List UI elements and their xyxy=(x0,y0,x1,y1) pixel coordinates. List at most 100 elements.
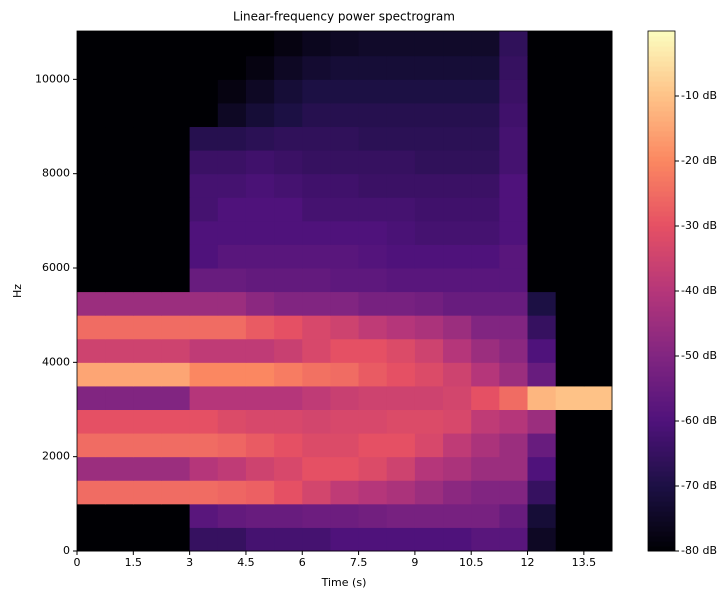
heatmap-cell xyxy=(302,385,331,411)
heatmap-cell xyxy=(330,79,360,104)
heatmap-cell xyxy=(217,503,247,528)
colorbar-tick-label: -40 dB xyxy=(681,284,717,297)
y-axis-label: Hz xyxy=(11,284,24,298)
heatmap-cell xyxy=(443,126,472,151)
heatmap-cell xyxy=(245,79,275,104)
heatmap-cell xyxy=(274,220,303,245)
heatmap-cell xyxy=(302,220,331,245)
heatmap-cell xyxy=(330,220,360,245)
heatmap-cell xyxy=(161,173,191,198)
colorbar-step xyxy=(648,526,675,532)
heatmap-cell xyxy=(105,31,134,57)
heatmap-cell xyxy=(245,126,275,151)
heatmap-cell xyxy=(189,220,219,245)
heatmap-cell xyxy=(217,79,247,104)
colorbar-step xyxy=(648,391,675,397)
heatmap-cell xyxy=(555,385,585,411)
heatmap-cell xyxy=(499,79,529,104)
colorbar-step xyxy=(648,461,675,467)
heatmap-cell xyxy=(583,527,613,552)
colorbar-step xyxy=(648,471,675,477)
heatmap-cell xyxy=(499,338,529,363)
heatmap-cell xyxy=(471,220,500,245)
heatmap-cell xyxy=(358,385,388,411)
heatmap-cell xyxy=(414,55,444,80)
heatmap-cell xyxy=(330,173,360,198)
heatmap-cell xyxy=(471,456,500,481)
colorbar-step xyxy=(648,486,675,492)
colorbar-step xyxy=(648,161,675,167)
heatmap-cell xyxy=(471,31,500,57)
heatmap-cell xyxy=(555,55,585,80)
heatmap-cell xyxy=(77,362,106,387)
heatmap-cell xyxy=(245,527,275,552)
colorbar-step xyxy=(648,256,675,262)
heatmap-cell xyxy=(555,480,585,505)
heatmap-cell xyxy=(386,409,416,434)
heatmap-cell xyxy=(330,433,360,458)
heatmap-cell xyxy=(583,197,613,222)
heatmap-cell xyxy=(386,315,416,340)
colorbar-step xyxy=(648,316,675,322)
heatmap-cell xyxy=(358,244,388,269)
colorbar-step xyxy=(648,521,675,527)
heatmap-cell xyxy=(274,102,303,128)
heatmap-cell xyxy=(555,291,585,316)
heatmap-cell xyxy=(189,385,219,411)
heatmap-cell xyxy=(386,197,416,222)
heatmap-cell xyxy=(499,433,529,458)
heatmap-cell xyxy=(274,527,303,552)
heatmap-cell xyxy=(161,244,191,269)
heatmap-cell xyxy=(583,385,613,411)
colorbar-step xyxy=(648,116,675,122)
colorbar-tick-label: -50 dB xyxy=(681,349,717,362)
colorbar-step xyxy=(648,261,675,267)
heatmap-cell xyxy=(386,220,416,245)
heatmap-cell xyxy=(583,150,613,175)
heatmap-cell xyxy=(386,268,416,293)
heatmap-cell xyxy=(414,150,444,175)
heatmap-cell xyxy=(555,102,585,128)
heatmap-cell xyxy=(302,433,331,458)
heatmap-cell xyxy=(527,31,557,57)
heatmap-cell xyxy=(77,409,106,434)
heatmap-cell xyxy=(527,527,557,552)
heatmap-cell xyxy=(189,102,219,128)
colorbar-step xyxy=(648,341,675,347)
heatmap-cell xyxy=(358,480,388,505)
colorbar-step xyxy=(648,241,675,247)
heatmap-cell xyxy=(527,79,557,104)
heatmap-cell xyxy=(555,503,585,528)
heatmap-cell xyxy=(386,102,416,128)
colorbar-step xyxy=(648,406,675,412)
heatmap-cell xyxy=(330,31,360,57)
heatmap-cell xyxy=(471,409,500,434)
y-tick-label: 10000 xyxy=(35,72,70,85)
heatmap-cell xyxy=(471,244,500,269)
heatmap-cell xyxy=(133,315,162,340)
heatmap-cell xyxy=(217,268,247,293)
heatmap-cell xyxy=(105,173,134,198)
heatmap-cell xyxy=(274,362,303,387)
heatmap-cell xyxy=(189,150,219,175)
heatmap-cell xyxy=(330,268,360,293)
heatmap-cell xyxy=(471,480,500,505)
colorbar-step xyxy=(648,476,675,482)
colorbar-step xyxy=(648,266,675,272)
heatmap-cell xyxy=(414,456,444,481)
heatmap-cell xyxy=(105,456,134,481)
heatmap-cell xyxy=(245,173,275,198)
heatmap-cell xyxy=(527,173,557,198)
colorbar-step xyxy=(648,251,675,257)
colorbar-step xyxy=(648,186,675,192)
heatmap-cell xyxy=(358,79,388,104)
heatmap-cell xyxy=(358,220,388,245)
heatmap-cell xyxy=(105,480,134,505)
colorbar-step xyxy=(648,366,675,372)
heatmap-cell xyxy=(358,197,388,222)
heatmap-cell xyxy=(77,55,106,80)
heatmap-cell xyxy=(245,244,275,269)
heatmap-cell xyxy=(358,433,388,458)
heatmap-cell xyxy=(583,31,613,57)
heatmap-cell xyxy=(245,456,275,481)
